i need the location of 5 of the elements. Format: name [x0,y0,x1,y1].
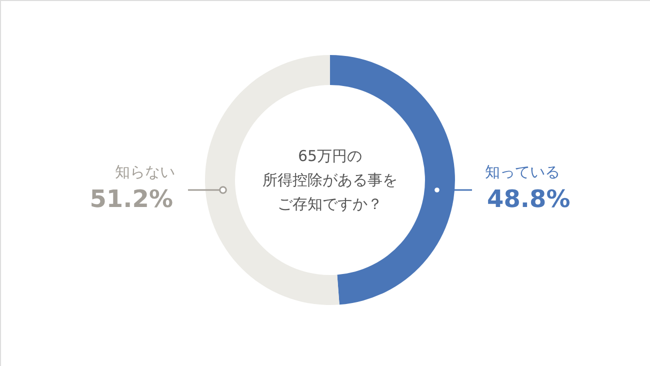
text: 65万円の所得控除がある事をご存知ですか？ [262,147,398,213]
data-label: 51.2% [90,185,173,213]
data-label: 48.8% [487,185,570,213]
slice-label: 知らない [115,163,175,181]
slice-label: 知っている [485,163,560,181]
